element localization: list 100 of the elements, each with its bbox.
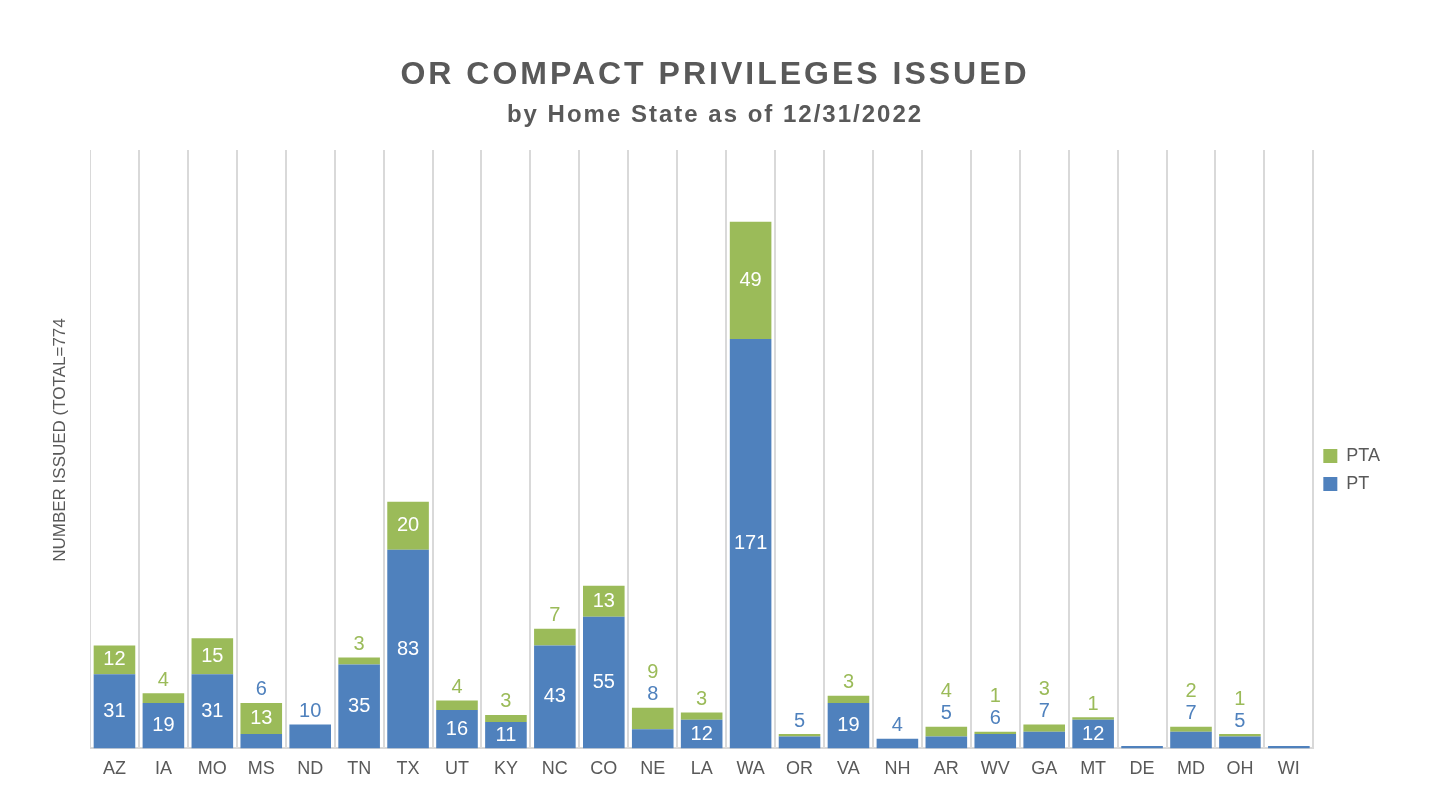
x-tick-label: WV (980, 758, 1010, 779)
data-label: 12 (1082, 721, 1105, 744)
bar (1023, 731, 1065, 749)
data-label: 3 (353, 631, 365, 654)
data-label: 3 (842, 670, 855, 693)
bar (387, 501, 429, 550)
data-label: 7 (549, 603, 561, 626)
data-label: 12 (103, 647, 126, 670)
x-tick-label: TX (396, 758, 420, 779)
bar (974, 734, 1017, 749)
bar (1170, 731, 1212, 749)
bar (729, 339, 772, 749)
data-label: 1 (1087, 691, 1099, 714)
x-tick-label: WI (1277, 758, 1300, 779)
x-tick-label: CO (590, 758, 618, 779)
x-tick-label: KY (493, 758, 518, 779)
bar (534, 645, 576, 749)
x-tick-label: WA (736, 758, 765, 779)
data-label: 4 (157, 667, 169, 690)
x-tick-label: VA (837, 758, 860, 779)
x-tick-label: OR (786, 758, 814, 779)
data-label: 31 (201, 698, 224, 721)
bar (436, 710, 478, 749)
data-label: 3 (1038, 676, 1050, 699)
bar (876, 738, 919, 749)
x-tick-label: MO (197, 758, 227, 779)
bar (485, 714, 527, 723)
data-label: 4 (451, 675, 463, 698)
bar (191, 674, 234, 749)
data-label: 2 (1185, 679, 1197, 702)
data-label: 12 (690, 721, 713, 744)
bar (827, 695, 870, 703)
x-tick-label: LA (690, 758, 713, 779)
bar (680, 712, 723, 720)
data-label: 13 (250, 706, 273, 728)
bar (93, 674, 136, 749)
bar (436, 700, 478, 711)
y-axis-title: NUMBER ISSUED (TOTAL=774 (50, 317, 70, 564)
bar (338, 657, 380, 665)
data-label: 16 (445, 716, 469, 739)
data-label: 55 (592, 670, 615, 693)
x-tick-label: NH (884, 758, 911, 779)
bar (1023, 724, 1065, 732)
data-label: 5 (940, 701, 952, 724)
data-label: 5 (793, 708, 806, 731)
data-label: 4 (891, 713, 903, 736)
bar (925, 726, 968, 737)
data-label: 3 (696, 687, 708, 710)
x-tick-label: NC (541, 758, 568, 779)
bar (1219, 736, 1261, 749)
data-label: 7 (1038, 698, 1050, 721)
bar (729, 221, 772, 340)
data-label: 13 (592, 588, 615, 611)
data-label: 4 (940, 679, 952, 702)
x-tick-label: OH (1226, 758, 1254, 779)
data-label: 19 (152, 713, 175, 736)
bar (142, 693, 185, 703)
x-tick-label: DE (1129, 758, 1155, 779)
data-label: 49 (739, 267, 762, 290)
x-tick-label: AZ (102, 758, 126, 779)
data-label: 83 (396, 636, 420, 659)
data-label: 15 (201, 643, 224, 666)
data-label: 7 (1185, 701, 1197, 724)
bar (534, 628, 576, 646)
legend-label: PT (1346, 472, 1370, 493)
x-tick-label: UT (445, 758, 469, 779)
x-tick-label: AR (933, 758, 959, 779)
data-label: 43 (543, 684, 566, 707)
bar (925, 736, 968, 749)
bar (1170, 726, 1212, 732)
bar (631, 707, 674, 730)
data-label: 9 (647, 660, 659, 683)
x-tick-label: MS (247, 758, 275, 779)
data-label: 11 (495, 722, 517, 745)
x-tick-label: MD (1177, 758, 1205, 779)
bar (778, 736, 821, 749)
x-tick-label: TN (347, 758, 372, 779)
data-label: 8 (647, 682, 659, 705)
bar (289, 724, 331, 749)
data-label: 3 (500, 689, 512, 712)
bar (338, 664, 380, 749)
data-label: 19 (837, 713, 860, 736)
x-tick-label: MT (1080, 758, 1107, 779)
bar (1072, 717, 1114, 720)
bar (240, 734, 283, 749)
chart-subtitle: by Home State as of 12/31/2022 (505, 100, 925, 128)
data-label: 10 (299, 698, 322, 721)
data-label: 1 (989, 684, 1001, 707)
data-label: 6 (989, 706, 1001, 729)
bar (631, 729, 674, 749)
data-label: 35 (348, 694, 371, 717)
legend-label: PTA (1346, 444, 1380, 465)
data-label: 171 (733, 531, 768, 554)
x-tick-label: GA (1031, 758, 1058, 779)
bar (387, 549, 429, 749)
data-label: 6 (255, 677, 267, 700)
data-label: 20 (396, 513, 420, 536)
bar (583, 616, 625, 749)
x-tick-label: ND (297, 758, 324, 779)
data-label: 31 (103, 698, 126, 721)
